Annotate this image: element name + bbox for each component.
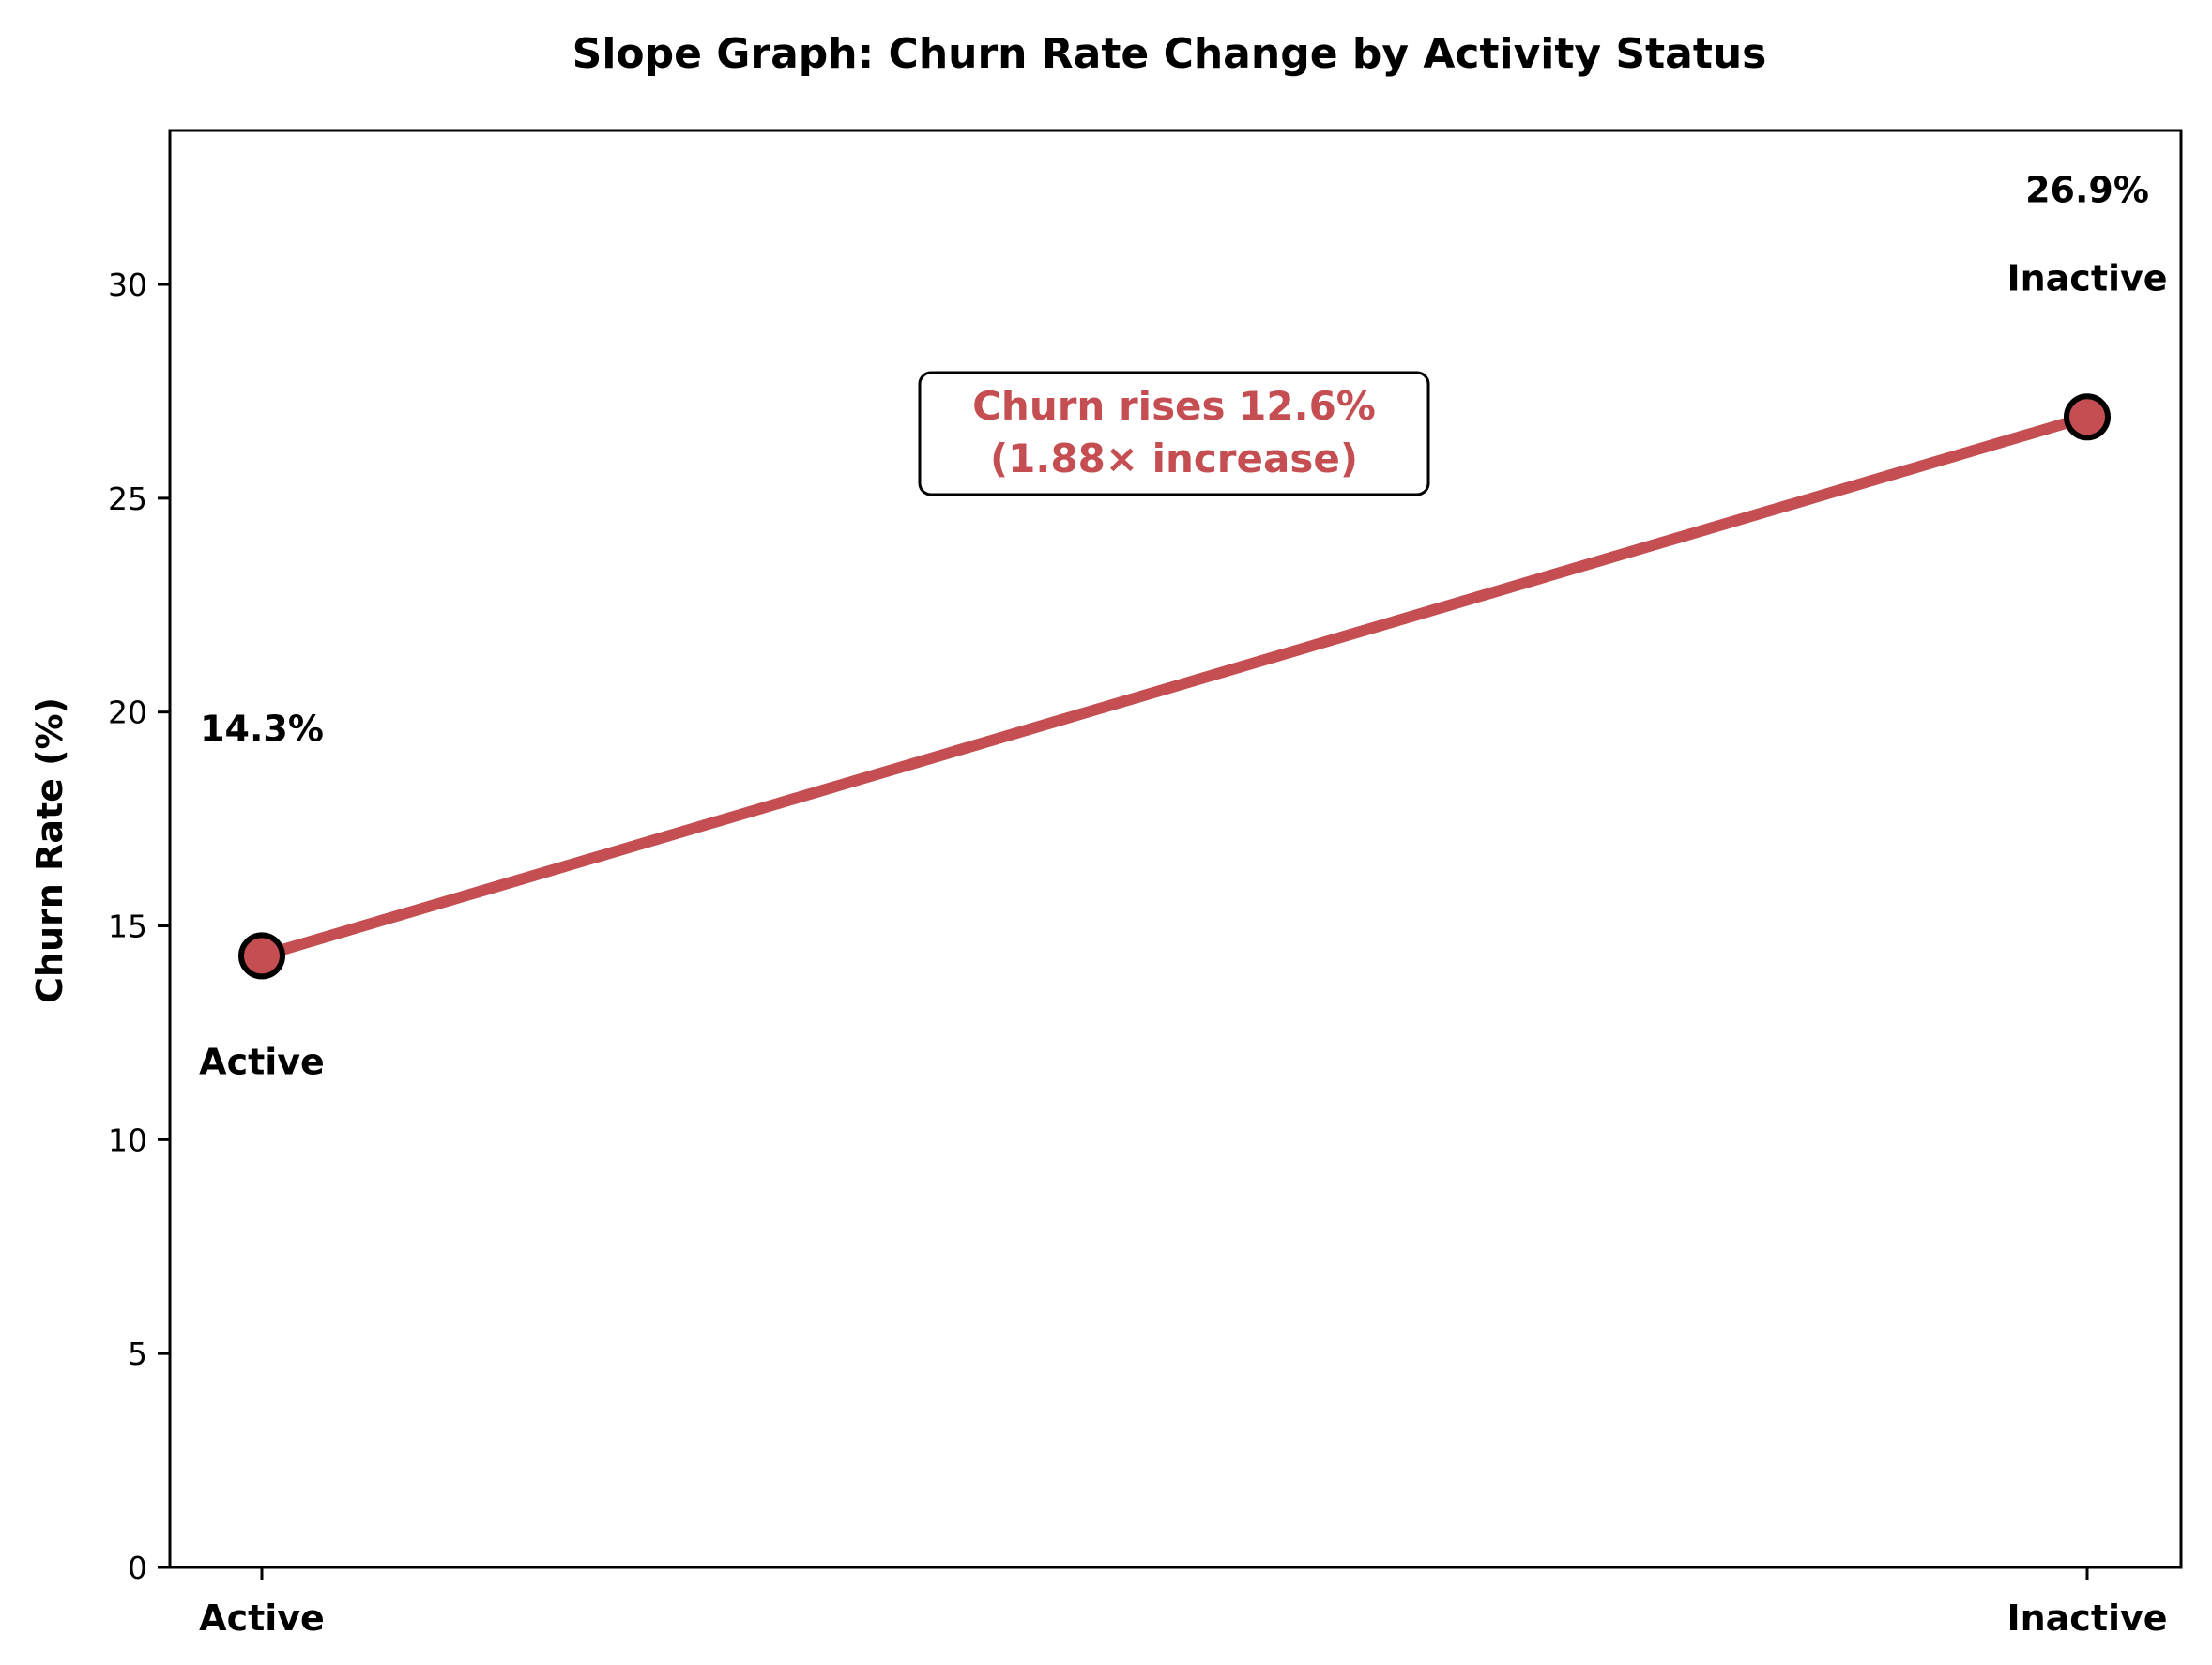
y-tick-label: 0 <box>128 1550 147 1586</box>
annotation-frame <box>918 371 1430 496</box>
data-point <box>238 932 285 980</box>
x-tick-label: Active <box>199 1597 325 1639</box>
chart-marks: 14.3% Active 26.9% Inactive Churn rises 12.6… <box>199 169 2167 1082</box>
y-tick-label: 5 <box>128 1336 147 1372</box>
annotation-box: Churn rises 12.6% (1.88× increase) <box>918 371 1430 496</box>
annotation-line-1: Churn rises 12.6% <box>972 383 1376 429</box>
value-label: 26.9% <box>2025 169 2149 210</box>
series-line <box>256 411 2093 962</box>
data-point <box>2064 393 2111 441</box>
y-tick-label: 30 <box>108 267 147 303</box>
chart-title: Slope Graph: Churn Rate Change by Activi… <box>572 30 1767 78</box>
point-name-label: Inactive <box>2006 257 2167 298</box>
y-tick-label: 20 <box>108 695 147 731</box>
point-name-label: Active <box>199 1041 325 1082</box>
y-axis-ticks: 0 5 10 15 20 25 30 <box>108 267 170 1586</box>
y-tick-label: 15 <box>108 909 147 945</box>
y-axis-label: Churn Rate (%) <box>29 697 70 1003</box>
annotation-line-2: (1.88× increase) <box>990 435 1358 481</box>
plot-area-frame <box>168 129 2183 1569</box>
x-tick-label: Inactive <box>2006 1597 2167 1639</box>
value-label: 14.3% <box>200 708 324 749</box>
y-tick-label: 10 <box>108 1122 147 1158</box>
y-tick-label: 25 <box>108 481 147 517</box>
x-axis-ticks: Active Inactive <box>199 1567 2168 1639</box>
